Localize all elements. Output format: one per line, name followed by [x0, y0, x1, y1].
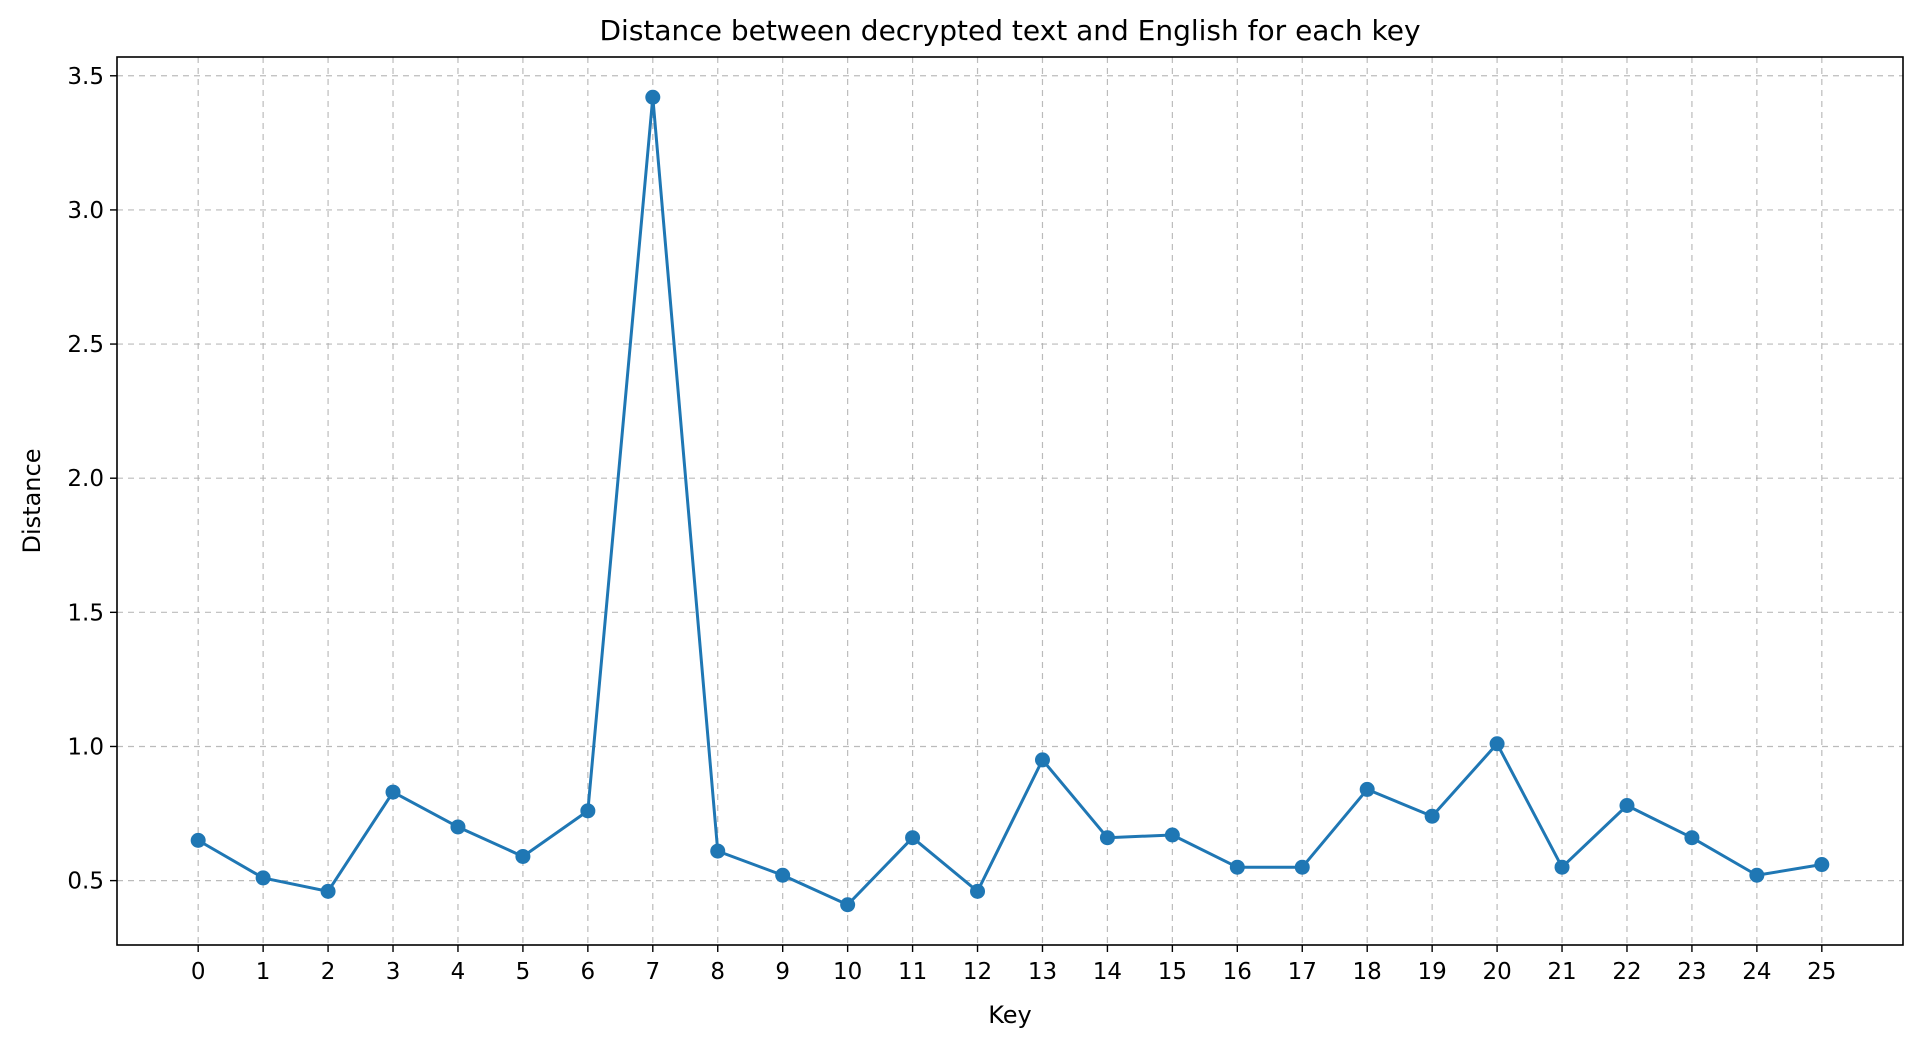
- data-point: [1554, 859, 1570, 875]
- y-tick-label: 1.0: [67, 734, 104, 760]
- y-tick-label: 3.0: [67, 198, 104, 224]
- data-point: [1749, 867, 1765, 883]
- x-tick-label: 5: [516, 959, 531, 985]
- data-point: [905, 830, 921, 846]
- x-tick-label: 2: [321, 959, 336, 985]
- x-tick-label: 8: [710, 959, 725, 985]
- data-point: [1294, 859, 1310, 875]
- x-tick-label: 12: [963, 959, 992, 985]
- x-tick-label: 4: [451, 959, 466, 985]
- data-point: [1164, 827, 1180, 843]
- data-point: [1229, 859, 1245, 875]
- x-tick-label: 13: [1028, 959, 1057, 985]
- x-tick-label: 3: [386, 959, 401, 985]
- x-tick-label: 19: [1418, 959, 1447, 985]
- x-tick-label: 1: [256, 959, 271, 985]
- y-axis-ticks: 0.5 1.0 1.5 2.0 2.5 3.0 3.5: [67, 64, 117, 895]
- data-point: [1034, 752, 1050, 768]
- data-point: [775, 867, 791, 883]
- x-axis-label: Key: [988, 1001, 1032, 1029]
- y-tick-label: 3.5: [67, 64, 104, 90]
- x-tick-label: 0: [191, 959, 206, 985]
- data-point: [255, 870, 271, 886]
- chart-title: Distance between decrypted text and Engl…: [599, 14, 1420, 47]
- data-point: [320, 883, 336, 899]
- data-point: [450, 819, 466, 835]
- data-point: [970, 883, 986, 899]
- y-tick-label: 1.5: [67, 600, 104, 626]
- grid: [117, 57, 1903, 945]
- x-tick-label: 22: [1612, 959, 1641, 985]
- x-tick-label: 25: [1807, 959, 1836, 985]
- data-series: [190, 89, 1830, 913]
- x-tick-label: 7: [645, 959, 660, 985]
- data-point: [190, 832, 206, 848]
- x-tick-label: 6: [581, 959, 596, 985]
- x-tick-label: 14: [1093, 959, 1122, 985]
- x-axis-ticks: 0 1 2 3 4 5 6 7 8 9 10 11 12 13 14 15 16 17 18 19 20 21 22 23 24…: [191, 945, 1836, 985]
- series-line: [196, 95, 1824, 907]
- data-point: [840, 897, 856, 913]
- data-point: [1814, 857, 1830, 873]
- x-tick-label: 17: [1288, 959, 1317, 985]
- y-tick-label: 2.0: [67, 466, 104, 492]
- x-tick-label: 23: [1677, 959, 1706, 985]
- data-point: [1489, 736, 1505, 752]
- x-tick-label: 20: [1482, 959, 1511, 985]
- data-point: [385, 784, 401, 800]
- data-point: [1359, 781, 1375, 797]
- x-tick-label: 18: [1353, 959, 1382, 985]
- x-tick-label: 10: [833, 959, 862, 985]
- x-tick-label: 11: [898, 959, 927, 985]
- y-axis-label: Distance: [18, 449, 46, 554]
- data-point: [580, 803, 596, 819]
- x-tick-label: 15: [1158, 959, 1187, 985]
- data-point: [1684, 830, 1700, 846]
- x-tick-label: 9: [775, 959, 790, 985]
- data-point: [1619, 797, 1635, 813]
- data-point: [515, 848, 531, 864]
- data-point: [645, 89, 661, 105]
- y-tick-label: 2.5: [67, 332, 104, 358]
- y-tick-label: 0.5: [67, 869, 104, 895]
- data-point: [710, 843, 726, 859]
- data-point: [1099, 830, 1115, 846]
- x-tick-label: 21: [1547, 959, 1576, 985]
- data-point: [1424, 808, 1440, 824]
- x-tick-label: 16: [1223, 959, 1252, 985]
- x-tick-label: 24: [1742, 959, 1771, 985]
- axes-frame: [116, 56, 1904, 946]
